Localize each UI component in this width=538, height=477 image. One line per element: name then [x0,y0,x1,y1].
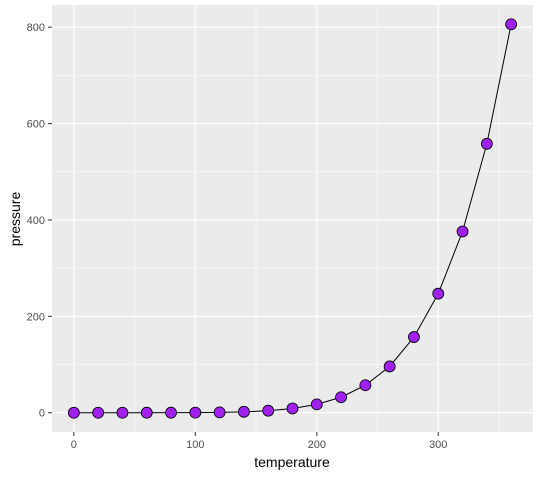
data-points [67,18,518,419]
data-point [456,225,469,238]
data-point [116,406,129,419]
y-tick-label: 400 [27,215,45,227]
data-point [310,398,323,411]
x-axis-title: temperature [254,454,330,470]
data-point [262,404,275,417]
data-point [238,405,250,418]
data-point [480,137,493,150]
data-point [189,406,202,419]
data-point [140,406,153,419]
data-point [335,391,347,404]
data-point [383,360,396,373]
grid-minor [52,5,533,432]
data-point [505,18,518,31]
y-tick-label: 200 [27,311,45,323]
plot-panel [52,5,533,432]
data-point [213,406,226,419]
data-point [67,406,80,419]
data-point [92,406,105,419]
x-axis: 0 100 200 300 [71,432,447,451]
data-point [165,406,177,419]
y-tick-label: 0 [39,408,45,420]
x-tick-label: 100 [186,439,204,451]
y-axis-title: pressure [7,192,23,247]
data-point [359,379,372,392]
data-point [286,402,299,415]
x-tick-label: 0 [71,439,77,451]
data-point [432,287,445,300]
x-tick-label: 300 [429,439,447,451]
x-tick-label: 200 [308,439,326,451]
y-tick-label: 600 [27,119,45,131]
y-axis: 0 200 400 600 800 [27,22,52,420]
data-point [408,331,420,343]
y-tick-label: 800 [27,22,45,34]
